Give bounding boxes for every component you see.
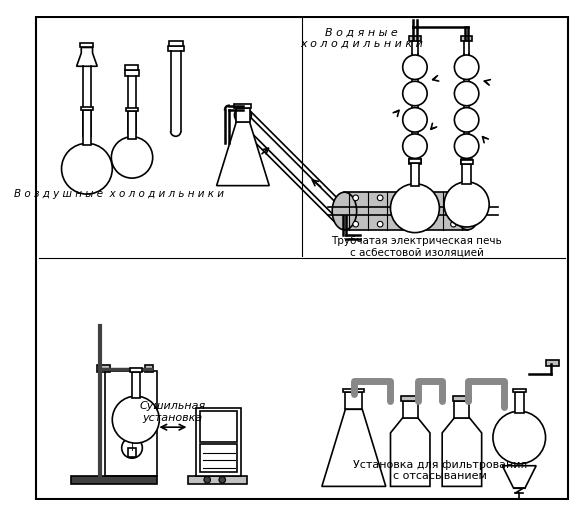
Polygon shape <box>76 47 97 66</box>
Polygon shape <box>512 389 526 392</box>
FancyBboxPatch shape <box>545 360 559 366</box>
FancyBboxPatch shape <box>196 408 241 476</box>
Polygon shape <box>81 107 93 110</box>
Circle shape <box>335 208 350 223</box>
Circle shape <box>454 108 479 132</box>
Circle shape <box>426 221 432 227</box>
Polygon shape <box>217 122 269 186</box>
Polygon shape <box>390 418 430 487</box>
FancyBboxPatch shape <box>461 159 473 164</box>
Circle shape <box>444 182 489 227</box>
Polygon shape <box>345 392 363 409</box>
Polygon shape <box>344 192 467 230</box>
FancyBboxPatch shape <box>125 66 138 70</box>
FancyBboxPatch shape <box>36 18 568 498</box>
FancyBboxPatch shape <box>461 36 473 41</box>
FancyBboxPatch shape <box>97 365 111 372</box>
Circle shape <box>402 134 427 158</box>
Circle shape <box>219 476 226 483</box>
Circle shape <box>402 82 427 106</box>
Polygon shape <box>132 372 140 398</box>
Circle shape <box>377 221 383 227</box>
FancyBboxPatch shape <box>71 476 157 483</box>
FancyBboxPatch shape <box>189 476 247 483</box>
Polygon shape <box>442 418 482 487</box>
Polygon shape <box>129 368 142 372</box>
Polygon shape <box>127 108 138 111</box>
Circle shape <box>454 55 479 79</box>
FancyBboxPatch shape <box>453 396 471 401</box>
Circle shape <box>402 55 427 79</box>
Circle shape <box>62 143 112 194</box>
Polygon shape <box>462 164 471 184</box>
Circle shape <box>390 184 439 233</box>
Polygon shape <box>461 160 473 164</box>
Circle shape <box>451 221 456 227</box>
FancyBboxPatch shape <box>200 411 237 442</box>
Circle shape <box>121 438 142 458</box>
Polygon shape <box>239 114 346 220</box>
Polygon shape <box>237 110 349 223</box>
Text: Сушильная
установка: Сушильная установка <box>139 401 206 423</box>
FancyBboxPatch shape <box>401 396 420 401</box>
Ellipse shape <box>332 192 357 230</box>
FancyBboxPatch shape <box>409 159 421 164</box>
FancyBboxPatch shape <box>80 43 92 47</box>
Polygon shape <box>237 108 250 122</box>
FancyBboxPatch shape <box>145 365 153 372</box>
Polygon shape <box>409 159 421 163</box>
Circle shape <box>353 221 359 227</box>
Circle shape <box>454 134 479 158</box>
Polygon shape <box>454 401 470 418</box>
Circle shape <box>204 476 210 483</box>
Polygon shape <box>128 111 136 139</box>
Circle shape <box>377 195 383 201</box>
FancyBboxPatch shape <box>128 448 136 457</box>
Polygon shape <box>83 110 91 145</box>
Circle shape <box>451 195 456 201</box>
FancyBboxPatch shape <box>124 70 139 76</box>
Polygon shape <box>234 104 251 108</box>
Circle shape <box>493 411 545 464</box>
FancyBboxPatch shape <box>168 45 184 51</box>
Circle shape <box>426 195 432 201</box>
Polygon shape <box>402 401 418 418</box>
Circle shape <box>402 221 408 227</box>
Text: В о з д у ш н ы е  х о л о д и л ь н и к и: В о з д у ш н ы е х о л о д и л ь н и к … <box>14 189 224 199</box>
Circle shape <box>402 195 408 201</box>
Polygon shape <box>344 389 364 392</box>
Circle shape <box>454 82 479 106</box>
Circle shape <box>112 396 159 443</box>
Text: Установка для фильтрования
с отсасыванием: Установка для фильтрования с отсасывание… <box>353 460 527 481</box>
Polygon shape <box>515 392 524 413</box>
Circle shape <box>402 108 427 132</box>
Polygon shape <box>411 163 419 186</box>
Text: В о д я н ы е
х о л о д и л ь н и к и: В о д я н ы е х о л о д и л ь н и к и <box>300 27 423 49</box>
Text: Трубчатая электрическая печь
с асбестовой изоляцией: Трубчатая электрическая печь с асбестово… <box>331 236 502 257</box>
FancyBboxPatch shape <box>409 36 421 41</box>
Ellipse shape <box>455 192 480 230</box>
Circle shape <box>111 137 153 178</box>
Polygon shape <box>502 466 536 488</box>
Circle shape <box>234 107 251 124</box>
FancyBboxPatch shape <box>169 41 183 45</box>
FancyBboxPatch shape <box>200 444 237 472</box>
Circle shape <box>353 195 359 201</box>
Polygon shape <box>322 409 386 487</box>
